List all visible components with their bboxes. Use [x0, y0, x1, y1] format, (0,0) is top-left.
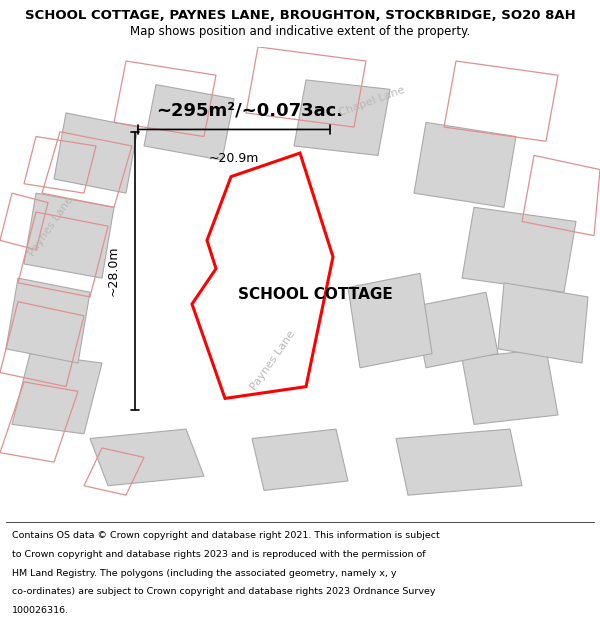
- Polygon shape: [6, 278, 90, 363]
- Text: Map shows position and indicative extent of the property.: Map shows position and indicative extent…: [130, 24, 470, 38]
- Text: Contains OS data © Crown copyright and database right 2021. This information is : Contains OS data © Crown copyright and d…: [12, 531, 440, 541]
- Polygon shape: [252, 429, 348, 491]
- Text: HM Land Registry. The polygons (including the associated geometry, namely x, y: HM Land Registry. The polygons (includin…: [12, 569, 397, 578]
- Polygon shape: [462, 349, 558, 424]
- Polygon shape: [414, 292, 498, 367]
- Polygon shape: [294, 80, 390, 156]
- Text: ~295m²/~0.073ac.: ~295m²/~0.073ac.: [156, 102, 343, 119]
- Text: SCHOOL COTTAGE: SCHOOL COTTAGE: [238, 287, 392, 302]
- Text: to Crown copyright and database rights 2023 and is reproduced with the permissio: to Crown copyright and database rights 2…: [12, 550, 425, 559]
- Polygon shape: [396, 429, 522, 495]
- Text: Paynes Lane: Paynes Lane: [27, 194, 75, 258]
- Text: 100026316.: 100026316.: [12, 606, 69, 615]
- Polygon shape: [462, 208, 576, 292]
- Text: Paynes Lane: Paynes Lane: [249, 329, 297, 392]
- Polygon shape: [144, 84, 234, 160]
- Text: SCHOOL COTTAGE, PAYNES LANE, BROUGHTON, STOCKBRIDGE, SO20 8AH: SCHOOL COTTAGE, PAYNES LANE, BROUGHTON, …: [25, 9, 575, 22]
- Polygon shape: [54, 113, 138, 193]
- Polygon shape: [348, 273, 432, 368]
- Text: co-ordinates) are subject to Crown copyright and database rights 2023 Ordnance S: co-ordinates) are subject to Crown copyr…: [12, 588, 436, 596]
- Text: ~20.9m: ~20.9m: [209, 152, 259, 165]
- Polygon shape: [498, 282, 588, 363]
- Text: Chapel Lane: Chapel Lane: [338, 84, 406, 118]
- Polygon shape: [12, 354, 102, 434]
- Polygon shape: [24, 193, 114, 278]
- Polygon shape: [414, 122, 516, 208]
- Text: ~28.0m: ~28.0m: [107, 246, 120, 296]
- Polygon shape: [90, 429, 204, 486]
